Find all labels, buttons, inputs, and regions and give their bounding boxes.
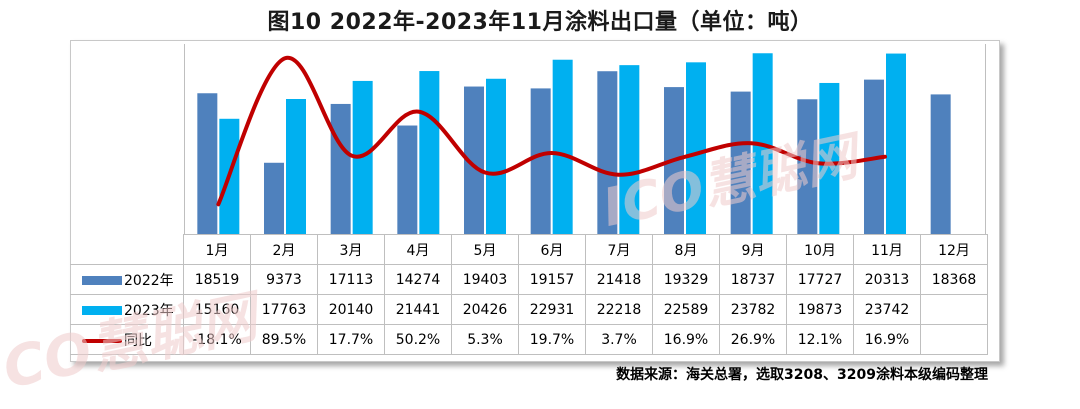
legend-2022: 2022年 [70,264,184,295]
category-label: 4月 [384,234,452,265]
bar-2023 [486,78,506,234]
value-2023 [920,294,988,325]
value-2023: 19873 [786,294,854,325]
category-label: 6月 [518,234,586,265]
value-2022: 19157 [518,264,586,295]
category-label: 10月 [786,234,854,265]
bar-2022 [330,103,351,235]
bar-2023 [552,59,573,235]
value-yoy: -18.1% [183,324,251,355]
value-2023: 21441 [384,294,452,325]
data-table: 1月 2月 3月 4月 5月 6月 7月 8月 9月 10月 11月 12月 2… [70,234,988,355]
legend-swatch-2023 [82,306,122,315]
category-label: 5月 [451,234,519,265]
yoy-line [216,56,887,207]
table-row-2022: 2022年 18519 9373 17113 14274 19403 19157… [70,264,988,295]
legend-swatch-yoy [82,338,122,343]
bar-2022 [397,125,418,234]
source-note: 数据来源：海关总署，选取3208、3209涂料本级编码整理 [616,367,988,383]
value-2022: 9373 [250,264,318,295]
category-label: 8月 [652,234,720,265]
table-header-row: 1月 2月 3月 4月 5月 6月 7月 8月 9月 10月 11月 12月 [70,234,988,265]
value-2022: 19329 [652,264,720,295]
value-yoy: 26.9% [719,324,787,355]
legend-label-2023: 2023年 [124,302,174,319]
chart-title: 图10 2022年-2023年11月涂料出口量（单位：吨） [267,10,813,35]
bar-2023 [819,82,840,234]
bar-2023 [886,53,906,235]
category-label: 1月 [183,234,251,265]
bar-2023 [286,99,306,234]
value-2022: 18737 [719,264,787,295]
category-label: 9月 [719,234,787,265]
table-row-2023: 2023年 15160 17763 20140 21441 20426 2293… [70,294,988,325]
chart-plot-svg [197,53,951,235]
value-yoy: 3.7% [585,324,653,355]
value-2023: 15160 [183,294,251,325]
value-2023: 22589 [652,294,720,325]
value-yoy: 19.7% [518,324,586,355]
value-2022: 20313 [853,264,921,295]
bar-2023 [686,62,706,234]
bar-2022 [530,88,551,234]
legend-label-yoy: 同比 [124,332,152,349]
value-yoy: 50.2% [384,324,452,355]
bar-2023 [419,71,440,234]
legend-yoy: 同比 [70,324,184,355]
value-2023: 20426 [451,294,519,325]
category-label: 2月 [250,234,318,265]
bar-2023 [619,65,640,234]
category-label: 3月 [317,234,385,265]
plot-area [184,44,986,235]
category-label: 12月 [920,234,988,265]
value-yoy: 17.7% [317,324,385,355]
bar-2022 [930,94,951,234]
bar-2022 [730,91,751,234]
legend-2023: 2023年 [70,294,184,325]
category-label: 11月 [853,234,921,265]
value-yoy: 16.9% [853,324,921,355]
value-2022: 19403 [451,264,519,295]
value-2023: 23782 [719,294,787,325]
bar-2022 [464,86,484,234]
value-yoy: 12.1% [786,324,854,355]
value-2022: 18519 [183,264,251,295]
value-2023: 22931 [518,294,586,325]
bar-2022 [197,93,218,234]
value-2023: 20140 [317,294,385,325]
value-yoy: 16.9% [652,324,720,355]
value-2022: 17727 [786,264,854,295]
value-2023: 23742 [853,294,921,325]
value-2022: 17113 [317,264,385,295]
value-2022: 18368 [920,264,988,295]
bar-2022 [597,71,618,234]
table-row-yoy: 同比 -18.1% 89.5% 17.7% 50.2% 5.3% 19.7% 3… [70,324,988,355]
category-label: 7月 [585,234,653,265]
value-2023: 17763 [250,294,318,325]
value-2022: 21418 [585,264,653,295]
table-corner [70,234,184,265]
legend-label-2022: 2022年 [124,272,174,289]
legend-swatch-2022 [82,276,122,285]
value-yoy [920,324,988,355]
bar-2022 [264,162,284,234]
bar-2022 [797,99,818,234]
value-2023: 22218 [585,294,653,325]
value-2022: 14274 [384,264,452,295]
value-yoy: 89.5% [250,324,318,355]
value-yoy: 5.3% [451,324,519,355]
